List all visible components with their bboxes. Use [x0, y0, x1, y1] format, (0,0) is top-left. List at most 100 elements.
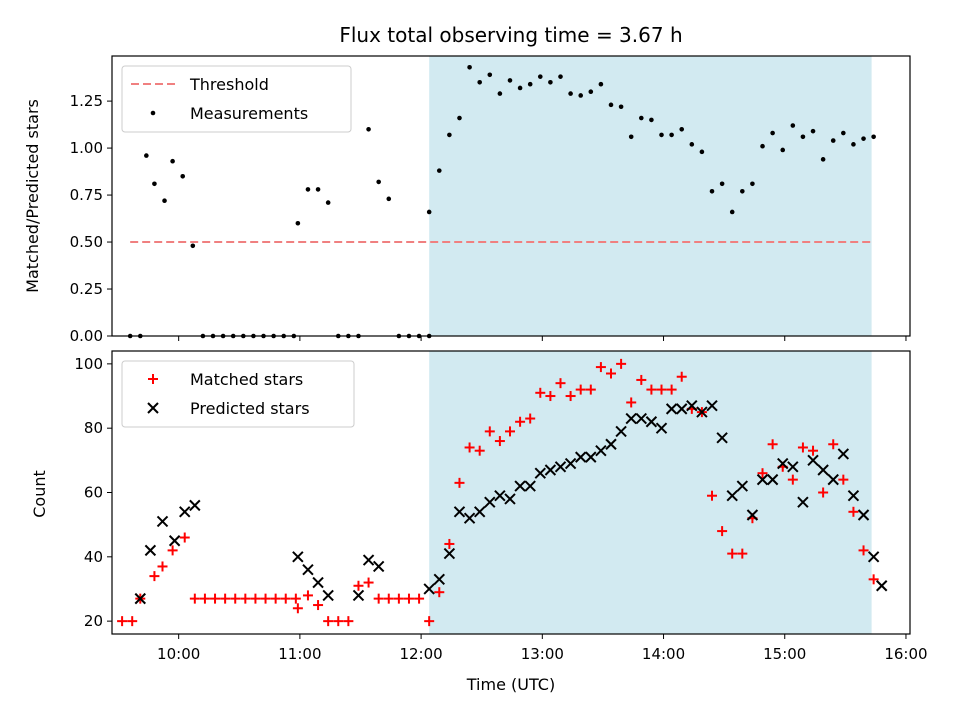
measurement-point [507, 78, 513, 83]
measurement-point [841, 130, 846, 136]
predicted-star-point [574, 451, 587, 463]
x-tick-label: 13:00 [521, 645, 564, 663]
predicted-star-point [867, 551, 880, 563]
predicted-star-point [585, 451, 597, 463]
measurement-point [851, 142, 856, 147]
predicted-star-point [484, 496, 496, 508]
legend-measurements-swatch [150, 110, 156, 116]
legend-matched-label: Matched stars [190, 370, 303, 389]
matched-star-point [494, 436, 505, 447]
matched-star-point [707, 490, 718, 501]
x-tick-label: 16:00 [884, 645, 927, 663]
measurement-point [820, 157, 826, 162]
predicted-star-point [797, 496, 809, 508]
measurement-point [325, 200, 331, 205]
measurement-point [729, 209, 735, 215]
matched-star-point [555, 378, 566, 389]
predicted-star-point [635, 412, 648, 425]
matched-star-point [808, 445, 819, 456]
predicted-star-point [524, 480, 536, 492]
matched-star-point [414, 593, 425, 604]
predicted-star-point [746, 509, 759, 521]
bottom-legend: Matched stars Predicted stars [121, 360, 355, 428]
matched-star-point [444, 538, 455, 549]
measurement-point [649, 117, 654, 123]
measurement-point [487, 72, 493, 78]
measurement-point [760, 143, 765, 149]
predicted-star-point [453, 506, 466, 518]
matched-star-point [515, 416, 526, 427]
predicted-star-point [473, 506, 486, 518]
predicted-star-point [817, 464, 829, 476]
matched-star-point [575, 384, 586, 395]
measurement-point [152, 181, 157, 187]
y-tick-label: 100 [74, 355, 103, 373]
matched-swatch-mark [148, 374, 158, 384]
x-tick-label: 12:00 [399, 645, 442, 663]
matched-star-point [666, 384, 677, 395]
measurement-point [608, 102, 614, 108]
predicted-star-point [827, 473, 839, 486]
measurement-point [750, 181, 755, 187]
matched-star-point [737, 548, 748, 559]
predicted-star-point [544, 464, 557, 476]
predicted-swatch-mark [147, 402, 159, 414]
predicted-star-point [352, 589, 365, 602]
measurement-point [871, 134, 876, 140]
measurement-point [780, 147, 786, 153]
measurement-point [457, 115, 462, 121]
predicted-star-point [787, 461, 799, 473]
predicted-star-point [423, 583, 435, 595]
measurement-point [170, 158, 175, 164]
measurement-point [537, 74, 543, 79]
predicted-star-point [134, 592, 146, 605]
matched-star-point [454, 477, 465, 488]
measurement-point [659, 132, 664, 138]
measurement-point [315, 187, 321, 192]
measurement-point [568, 91, 573, 96]
matched-star-point [434, 587, 445, 598]
predicted-star-point [706, 399, 718, 412]
predicted-star-point [676, 403, 688, 415]
matched-star-point [230, 593, 241, 604]
predicted-star-point [645, 416, 658, 428]
matched-star-point [363, 577, 374, 588]
matched-star-point [189, 593, 200, 604]
measurement-point [628, 134, 634, 140]
matched-star-point [868, 574, 879, 585]
matched-star-point [595, 362, 606, 373]
measurement-point [669, 132, 674, 138]
predicted-star-point [847, 490, 860, 502]
matched-star-point [403, 593, 414, 604]
predicted-star-point [179, 506, 191, 518]
matched-star-point [323, 616, 334, 627]
matched-star-point [260, 593, 271, 604]
y-tick-label: 0.50 [70, 233, 103, 251]
predicted-star-point [362, 554, 375, 566]
predicted-star-point [504, 493, 516, 505]
measurement-point [689, 142, 695, 147]
measurement-point [639, 115, 644, 121]
y-tick-label: 0.00 [70, 327, 103, 345]
measurement-point [598, 81, 604, 87]
y-tick-label: 80 [84, 419, 103, 437]
matched-star-point [676, 371, 687, 382]
x-tick-label: 11:00 [278, 645, 321, 663]
y-tick-label: 1.25 [70, 92, 103, 110]
measurement-point [790, 123, 796, 128]
legend-measurements-label: Measurements [190, 104, 308, 123]
measurement-point [295, 220, 301, 226]
matched-star-point [210, 593, 221, 604]
matched-star-point [767, 439, 778, 450]
measurement-point [180, 173, 186, 179]
legend-predicted-label: Predicted stars [190, 399, 310, 418]
measurement-point [376, 179, 381, 185]
matched-star-point [270, 593, 281, 604]
matched-star-point [179, 532, 190, 543]
predicted-star-point [615, 425, 627, 438]
x-tick-label: 10:00 [157, 645, 200, 663]
matched-star-point [250, 593, 261, 604]
measurement-point [699, 149, 705, 155]
predicted-star-point [625, 412, 637, 425]
measurement-point [305, 187, 311, 192]
